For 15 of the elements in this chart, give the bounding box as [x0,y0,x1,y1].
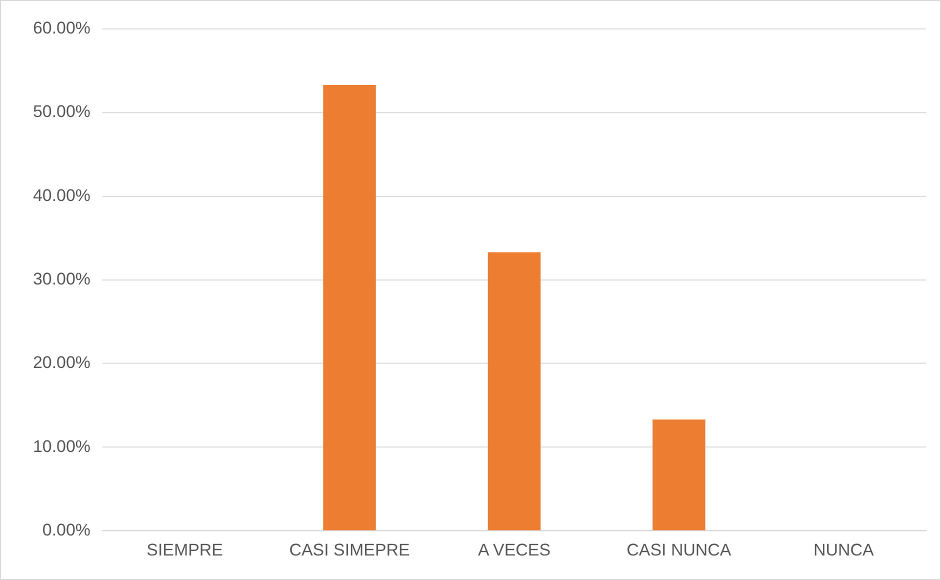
x-tick-label: NUNCA [814,540,874,560]
y-tick-label: 40.00% [32,186,90,205]
x-tick-label: A VECES [478,540,551,560]
y-tick-label: 30.00% [32,270,90,289]
x-tick-label: CASI SIMEPRE [289,540,410,560]
bar [488,252,541,530]
y-tick-label: 10.00% [32,436,90,456]
x-tick-label: SIEMPRE [146,540,223,560]
bar [652,420,706,530]
bar [323,84,376,530]
y-tick-label: 0.00% [42,520,90,540]
y-tick-label: 60.00% [32,18,90,38]
x-tick-label: CASI NUNCA [626,540,732,560]
y-tick-label: 20.00% [32,353,90,372]
y-tick-label: 50.00% [32,102,90,122]
